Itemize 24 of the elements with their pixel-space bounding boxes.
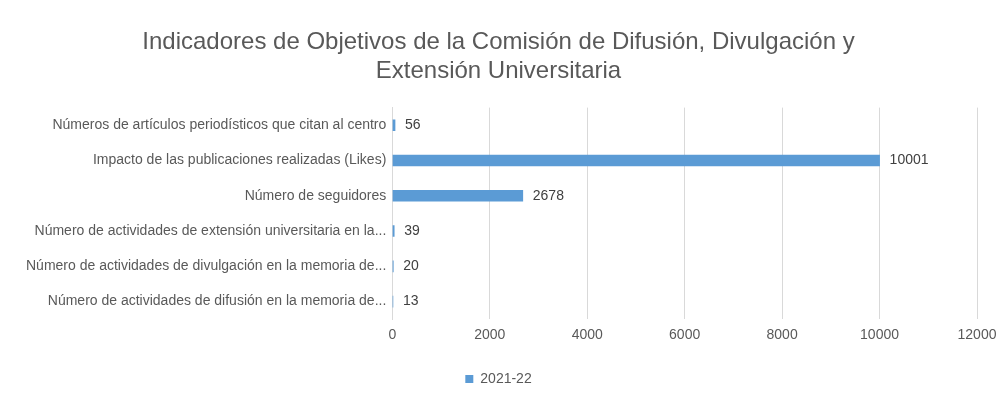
chart-title: Indicadores de Objetivos de la Comisión de Difusión, Divulgación y Extensión Universitaria — [142, 27, 855, 83]
bar — [392, 189, 524, 202]
data-label: 20 — [403, 257, 420, 274]
data-label: 13 — [402, 292, 419, 309]
bar — [392, 154, 880, 167]
x-tick-label: 6000 — [669, 326, 701, 343]
y-tick-label: Número de seguidores — [244, 186, 387, 203]
x-tick-label: 12000 — [957, 326, 997, 343]
x-tick-label: 4000 — [571, 326, 603, 343]
data-label: 39 — [404, 221, 420, 238]
x-tick-label: 0 — [388, 326, 397, 343]
y-tick-label: Impacto de las publicaciones realizadas (Likes) — [92, 151, 387, 168]
y-tick-label: Números de artículos periodísticos que citan al centro — [52, 116, 387, 133]
x-tick-label: 8000 — [766, 326, 798, 343]
y-tick-label: Número de actividades de divulgación en la memoria de... — [26, 257, 387, 274]
data-label: 56 — [405, 116, 421, 133]
y-tick-label: Número de actividades de extensión universitaria en la... — [34, 221, 387, 238]
legend-label: 2021-22 — [480, 369, 532, 386]
x-tick-label: 10000 — [860, 326, 900, 343]
data-label: 10001 — [889, 151, 929, 168]
bar — [392, 225, 395, 237]
y-tick-label: Número de actividades de difusión en la memoria de... — [47, 292, 387, 309]
data-label: 2678 — [532, 186, 565, 203]
x-tick-label: 2000 — [474, 326, 506, 343]
